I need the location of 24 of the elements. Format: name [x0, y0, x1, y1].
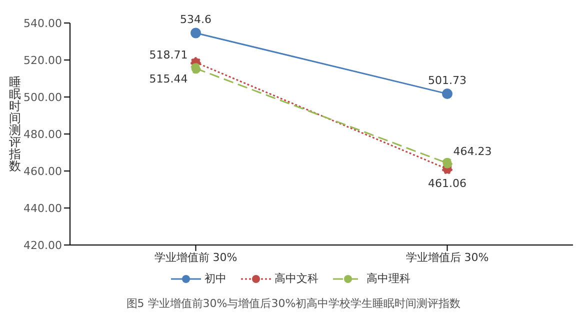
- legend-label: 高中文科: [274, 271, 318, 286]
- y-tick-label: 500.00: [24, 90, 62, 104]
- y-tick-label: 480.00: [24, 128, 62, 141]
- data-label: 501.73: [428, 74, 466, 87]
- data-label: 515.44: [149, 72, 188, 86]
- y-tick-label: 420.00: [24, 238, 62, 252]
- point: [442, 158, 452, 168]
- y-tick-label: 520.00: [24, 54, 62, 67]
- y-tick-label: 540.00: [24, 16, 62, 30]
- legend-label: 初中: [204, 271, 226, 286]
- x-tick-label: 学业增值前 30%: [154, 250, 238, 264]
- text: 图5 学业增值前30%与增值后30%初高中学校学生睡眠时间测评指数: [125, 296, 462, 311]
- point: [190, 28, 201, 38]
- point: [442, 88, 452, 100]
- legend-label: 高中理科: [366, 271, 410, 286]
- y-tick-label: 440.00: [24, 202, 62, 215]
- data-label: 461.06: [428, 177, 466, 190]
- data-label: 534.6: [180, 12, 212, 26]
- point: [190, 63, 201, 74]
- y-tick-label: 460.00: [24, 164, 62, 178]
- x-tick-label: 学业增值后 30%: [406, 250, 489, 264]
- y-axis-title: 睡眠时间测评指数: [8, 75, 21, 173]
- data-label: 464.23: [453, 145, 492, 158]
- data-label: 518.71: [149, 48, 188, 62]
